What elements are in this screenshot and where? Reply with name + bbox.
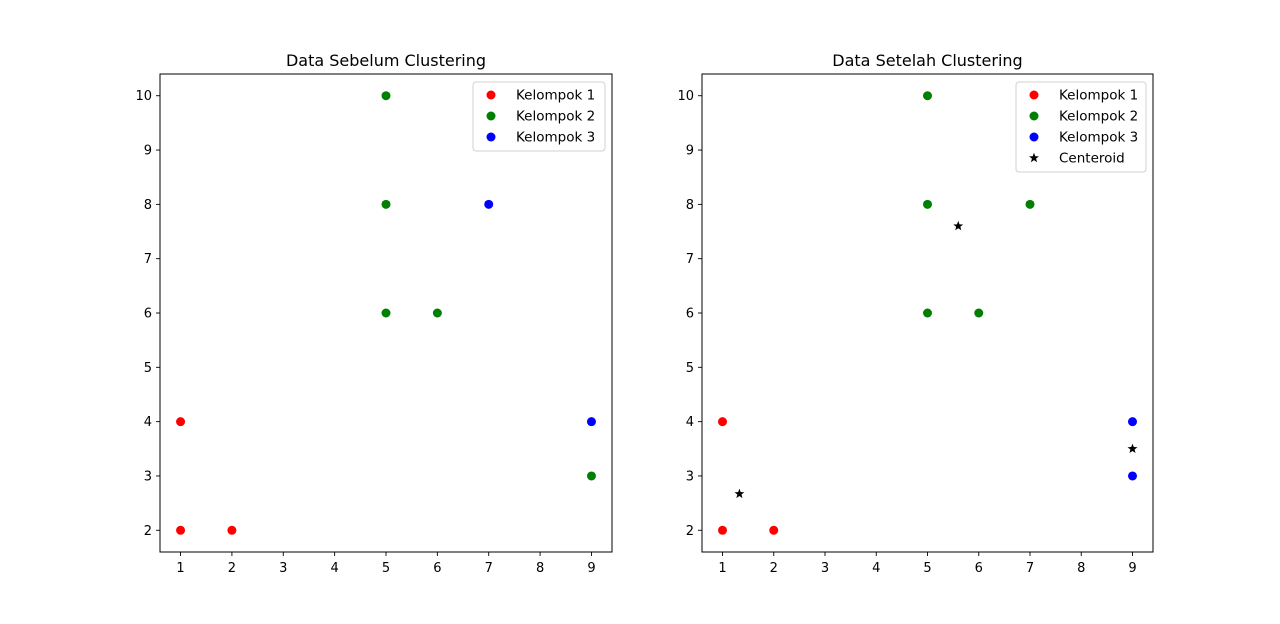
data-point xyxy=(974,308,984,318)
after-x-tick-label: 8 xyxy=(1077,561,1085,576)
legend-label: Kelompok 1 xyxy=(516,88,595,104)
after-y-tick-label: 8 xyxy=(686,198,694,213)
after-y-tick-label: 10 xyxy=(677,89,694,104)
before-x-tick-label: 3 xyxy=(279,561,287,576)
after-y-tick-label: 5 xyxy=(686,361,694,376)
data-point xyxy=(923,91,932,101)
after-y-tick-label: 2 xyxy=(686,524,694,539)
data-point xyxy=(227,525,237,535)
after-series-kelompok-2 xyxy=(923,91,1035,318)
after-x-tick-label: 1 xyxy=(718,561,726,576)
before-y-tick-label: 9 xyxy=(144,144,152,159)
before-x-tick-label: 8 xyxy=(536,561,544,576)
after-x-tick-label: 2 xyxy=(770,561,778,576)
after-legend-box xyxy=(1015,81,1147,173)
before-y-tick-label: 2 xyxy=(144,524,152,539)
legend-label: Kelompok 3 xyxy=(1059,130,1138,146)
data-point xyxy=(432,308,442,318)
after-legend: Kelompok 1 Kelompok 2 Kelompok 3 Centeroid xyxy=(1015,81,1147,173)
centroid-point xyxy=(953,220,964,231)
after-series-kelompok-3 xyxy=(1128,417,1137,481)
legend-label: Kelompok 1 xyxy=(1059,88,1138,104)
after-x-tick-label: 9 xyxy=(1128,561,1136,576)
data-point xyxy=(176,525,186,535)
before-y-tick-label: 4 xyxy=(144,415,152,430)
before-y-tick-label: 3 xyxy=(144,469,152,484)
data-point xyxy=(1128,417,1137,427)
chart-after-clustering: Data Setelah Clustering 1 2 3 4 5 6 7 8 9 2 3 4 5 6 7 8 9… xyxy=(677,51,1154,576)
legend-label: Centeroid xyxy=(1059,151,1125,167)
before-x-tick-label: 9 xyxy=(587,561,595,576)
data-point xyxy=(718,525,727,535)
before-x-tick-label: 7 xyxy=(485,561,493,576)
legend-marker xyxy=(1029,111,1039,121)
data-point xyxy=(176,417,186,427)
legend-marker xyxy=(486,132,496,142)
legend-marker xyxy=(1029,132,1039,142)
after-y-tick-label: 9 xyxy=(686,144,694,159)
after-y-tick-label: 7 xyxy=(686,252,694,267)
before-y-tick-label: 10 xyxy=(135,89,152,104)
legend-label: Kelompok 2 xyxy=(516,109,595,125)
data-point xyxy=(586,471,596,481)
data-point xyxy=(718,417,727,427)
before-x-tick-label: 2 xyxy=(228,561,236,576)
legend-marker xyxy=(1029,152,1039,163)
after-x-tick-label: 5 xyxy=(923,561,931,576)
before-x-tick-label: 5 xyxy=(382,561,390,576)
centroid-point xyxy=(1127,443,1138,453)
data-point xyxy=(1128,471,1137,481)
data-point xyxy=(381,308,391,318)
before-y-tick-label: 5 xyxy=(144,361,152,376)
before-x-tick-label: 1 xyxy=(176,561,184,576)
after-x-tick-label: 3 xyxy=(821,561,829,576)
legend-marker xyxy=(486,90,496,100)
legend-marker xyxy=(486,111,496,121)
legend-label: Kelompok 3 xyxy=(516,130,595,146)
after-y-tick-label: 6 xyxy=(686,307,694,322)
before-y-tick-label: 8 xyxy=(144,198,152,213)
before-y-tick-label: 7 xyxy=(144,252,152,267)
before-plot-frame xyxy=(159,73,613,553)
before-y-tick-label: 6 xyxy=(144,307,152,322)
data-point xyxy=(381,199,391,209)
data-point xyxy=(381,91,391,101)
data-point xyxy=(1025,199,1035,209)
legend-label: Kelompok 2 xyxy=(1059,109,1138,125)
after-series-kelompok-1 xyxy=(718,417,779,535)
before-legend: Kelompok 1 Kelompok 2 Kelompok 3 xyxy=(472,81,606,152)
after-plot-frame xyxy=(701,73,1154,553)
before-x-tick-label: 4 xyxy=(330,561,338,576)
after-x-tick-label: 6 xyxy=(975,561,983,576)
after-x-tick-label: 7 xyxy=(1026,561,1034,576)
after-series-centeroid xyxy=(734,220,1138,499)
data-point xyxy=(484,199,494,209)
legend-marker xyxy=(1029,90,1039,100)
after-chart-title: Data Setelah Clustering xyxy=(832,51,1022,70)
data-point xyxy=(769,525,779,535)
before-series-kelompok-1 xyxy=(176,417,237,535)
after-y-tick-label: 3 xyxy=(686,469,694,484)
before-series-kelompok-2 xyxy=(381,91,596,481)
centroid-point xyxy=(734,488,745,499)
after-x-tick-label: 4 xyxy=(872,561,880,576)
data-point xyxy=(923,199,932,209)
before-legend-box xyxy=(472,81,606,152)
after-y-tick-label: 4 xyxy=(686,415,694,430)
data-point xyxy=(586,417,596,427)
data-point xyxy=(923,308,932,318)
chart-before-clustering: Data Sebelum Clustering 1 2 3 4 5 6 7 8 9 2 3 4 5 6 7 8 9… xyxy=(135,51,613,576)
before-chart-title: Data Sebelum Clustering xyxy=(286,51,486,70)
before-x-tick-label: 6 xyxy=(433,561,441,576)
before-series-kelompok-3 xyxy=(484,199,596,427)
